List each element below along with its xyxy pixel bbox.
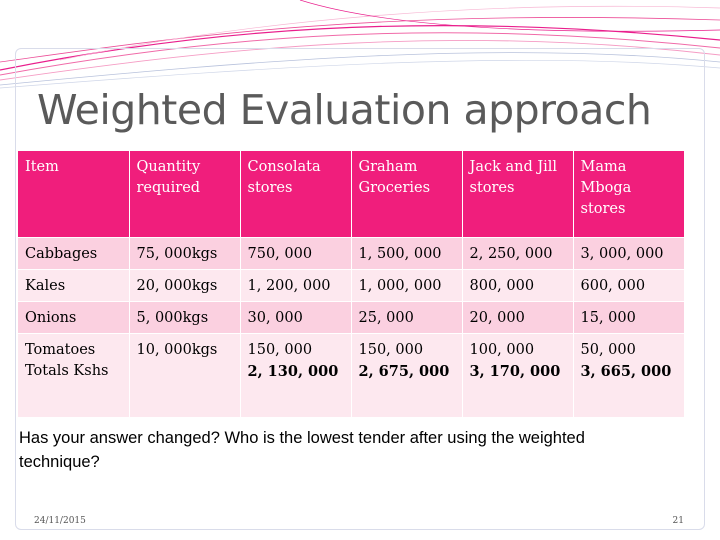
table-cell: 20, 000kgs	[128, 269, 240, 302]
table-cell: 100, 000 3, 170, 000	[461, 333, 573, 418]
table-cell: 50, 000 3, 665, 000	[572, 333, 684, 418]
table-cell: 150, 000 2, 130, 000	[239, 333, 351, 418]
table-cell: 2, 250, 000	[461, 237, 573, 270]
table-cell: 600, 000	[572, 269, 684, 302]
header-jack-and-jill: Jack and Jill stores	[461, 151, 573, 238]
table-cell: 1, 000, 000	[350, 269, 462, 302]
totals-label: Totals Kshs	[25, 362, 109, 379]
tomato-cost: 150, 000	[358, 341, 424, 358]
table-cell: 25, 000	[350, 301, 462, 334]
header-quantity: Quantity required	[128, 151, 240, 238]
tender-table: Item Quantity required Consolata stores …	[18, 151, 684, 418]
header-consolata: Consolata stores	[239, 151, 351, 238]
table-cell: 20, 000	[461, 301, 573, 334]
footer-date: 24/11/2015	[34, 516, 86, 526]
content-frame	[15, 48, 705, 530]
total-jack-and-jill: 3, 170, 000	[469, 362, 561, 380]
table-cell: 10, 000kgs	[128, 333, 240, 418]
slide-title: Weighted Evaluation approach	[37, 86, 652, 134]
table-row: Cabbages 75, 000kgs 750, 000 1, 500, 000…	[18, 237, 684, 270]
total-mama-mboga: 3, 665, 000	[580, 362, 672, 380]
item-tomatoes: Tomatoes	[25, 341, 96, 358]
question-text: Has your answer changed? Who is the lowe…	[19, 429, 585, 471]
table-cell: 1, 500, 000	[350, 237, 462, 270]
table-cell: Cabbages	[18, 237, 129, 270]
table-cell: 3, 000, 000	[572, 237, 684, 270]
table-row-totals: Tomatoes Totals Kshs 10, 000kgs 150, 000…	[18, 333, 684, 418]
table-cell: 75, 000kgs	[128, 237, 240, 270]
decorative-curves	[0, 0, 720, 89]
table-cell: 15, 000	[572, 301, 684, 334]
table-cell: 30, 000	[239, 301, 351, 334]
table-row: Kales 20, 000kgs 1, 200, 000 1, 000, 000…	[18, 269, 684, 302]
table-header-row: Item Quantity required Consolata stores …	[18, 151, 684, 238]
table-cell: Onions	[18, 301, 129, 334]
table-cell: 5, 000kgs	[128, 301, 240, 334]
tomato-cost: 100, 000	[469, 341, 535, 358]
header-item: Item	[18, 151, 129, 238]
table-cell: 150, 000 2, 675, 000	[350, 333, 462, 418]
tomato-cost: 50, 000	[580, 341, 636, 358]
total-consolata: 2, 130, 000	[247, 362, 339, 380]
table-cell: 800, 000	[461, 269, 573, 302]
page-number: 21	[672, 516, 684, 526]
table-row: Onions 5, 000kgs 30, 000 25, 000 20, 000…	[18, 301, 684, 334]
total-graham: 2, 675, 000	[358, 362, 450, 380]
header-mama-mboga: Mama Mboga stores	[572, 151, 684, 238]
tomato-cost: 150, 000	[247, 341, 313, 358]
table-cell: Kales	[18, 269, 129, 302]
table-cell-item-and-total-label: Tomatoes Totals Kshs	[18, 333, 129, 418]
header-graham: Graham Groceries	[350, 151, 462, 238]
table-cell: 750, 000	[239, 237, 351, 270]
table-cell: 1, 200, 000	[239, 269, 351, 302]
